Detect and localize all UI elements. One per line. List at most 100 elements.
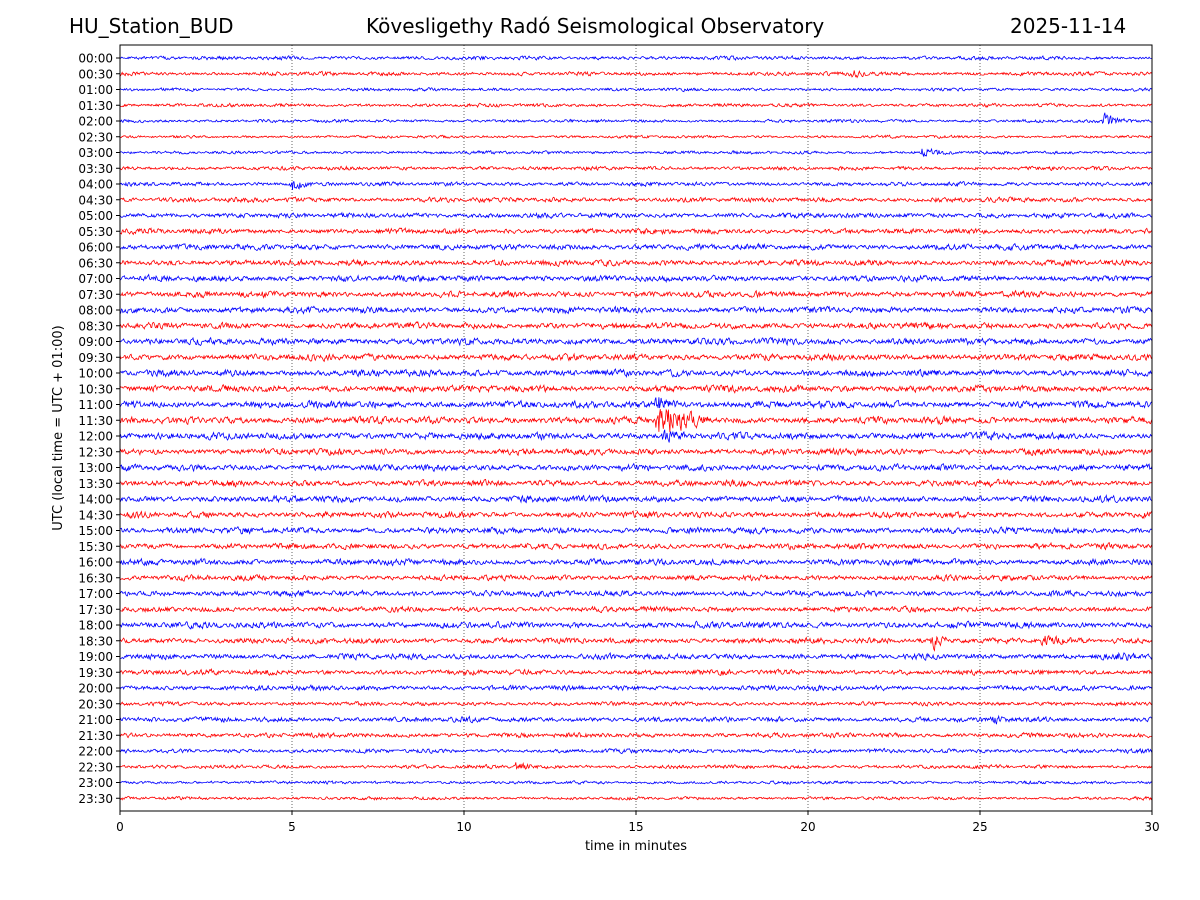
y-tick-label: 14:30 bbox=[78, 508, 113, 522]
y-tick-label: 03:30 bbox=[78, 162, 113, 176]
x-axis-ticks: 0 5 10 15 20 25 30 bbox=[116, 811, 1160, 834]
y-tick-label: 17:00 bbox=[78, 587, 113, 601]
y-tick-label: 16:30 bbox=[78, 571, 113, 585]
trace-row-0600 bbox=[119, 242, 1153, 252]
y-tick-label: 11:00 bbox=[78, 398, 113, 412]
y-tick-label: 20:30 bbox=[78, 697, 113, 711]
y-tick-label: 22:00 bbox=[78, 745, 113, 759]
trace-row-0830 bbox=[119, 320, 1153, 331]
x-tick-label: 30 bbox=[1144, 820, 1159, 834]
seismic-traces bbox=[119, 55, 1153, 801]
y-tick-label: 00:30 bbox=[78, 67, 113, 81]
x-tick-label: 25 bbox=[972, 820, 987, 834]
y-tick-label: 05:00 bbox=[78, 209, 113, 223]
y-tick-label: 08:30 bbox=[78, 319, 113, 333]
trace-row-0130 bbox=[119, 102, 1153, 109]
trace-row-0100 bbox=[119, 87, 1153, 93]
y-tick-label: 15:00 bbox=[78, 524, 113, 538]
y-tick-label: 01:30 bbox=[78, 99, 113, 113]
y-tick-label: 17:30 bbox=[78, 603, 113, 617]
y-tick-label: 11:30 bbox=[78, 414, 113, 428]
y-tick-label: 13:00 bbox=[78, 461, 113, 475]
y-tick-label: 02:30 bbox=[78, 130, 113, 144]
trace-row-0730 bbox=[119, 289, 1153, 299]
trace-row-1900 bbox=[120, 651, 1153, 661]
x-tick-label: 20 bbox=[800, 820, 815, 834]
trace-row-0930 bbox=[119, 352, 1153, 363]
y-tick-label: 15:30 bbox=[78, 540, 113, 554]
y-tick-label: 08:00 bbox=[78, 304, 113, 318]
y-tick-label: 18:00 bbox=[78, 619, 113, 633]
station-label: HU_Station_BUD bbox=[69, 14, 234, 38]
trace-row-1400 bbox=[119, 493, 1153, 504]
y-tick-label: 06:30 bbox=[78, 256, 113, 270]
y-tick-label: 06:00 bbox=[78, 241, 113, 255]
y-tick-label: 12:30 bbox=[78, 445, 113, 459]
trace-row-1500 bbox=[119, 525, 1153, 536]
x-tick-label: 0 bbox=[116, 820, 124, 834]
trace-row-0300 bbox=[119, 147, 1153, 158]
trace-row-1100 bbox=[119, 397, 1153, 410]
y-tick-label: 10:30 bbox=[78, 382, 113, 396]
trace-row-0430 bbox=[119, 196, 1153, 204]
trace-row-1130 bbox=[119, 408, 1153, 433]
trace-row-2130 bbox=[119, 731, 1153, 739]
trace-row-1700 bbox=[119, 589, 1153, 598]
trace-row-2230 bbox=[119, 762, 1153, 770]
y-tick-label: 14:00 bbox=[78, 493, 113, 507]
y-tick-label: 18:30 bbox=[78, 634, 113, 648]
trace-row-2100 bbox=[119, 714, 1153, 725]
trace-row-1300 bbox=[119, 462, 1153, 473]
y-tick-label: 21:00 bbox=[78, 713, 113, 727]
y-tick-label: 09:30 bbox=[78, 351, 113, 365]
trace-row-0800 bbox=[119, 305, 1153, 315]
x-tick-label: 15 bbox=[628, 820, 643, 834]
trace-row-2200 bbox=[119, 747, 1153, 755]
trace-row-1030 bbox=[119, 383, 1153, 394]
y-tick-label: 10:00 bbox=[78, 367, 113, 381]
y-tick-label: 22:30 bbox=[78, 760, 113, 774]
y-tick-label: 07:30 bbox=[78, 288, 113, 302]
trace-row-1630 bbox=[119, 573, 1153, 582]
y-tick-label: 07:00 bbox=[78, 272, 113, 286]
y-tick-label: 16:00 bbox=[78, 556, 113, 570]
trace-row-2300 bbox=[119, 780, 1153, 786]
y-tick-label: 04:30 bbox=[78, 193, 113, 207]
trace-row-1730 bbox=[119, 604, 1153, 614]
x-tick-label: 5 bbox=[288, 820, 296, 834]
trace-row-1930 bbox=[119, 668, 1153, 677]
trace-row-2030 bbox=[119, 700, 1153, 707]
trace-row-1530 bbox=[119, 541, 1153, 551]
grid-lines bbox=[291, 45, 981, 811]
trace-row-1830 bbox=[119, 634, 1153, 652]
trace-row-1800 bbox=[119, 620, 1153, 630]
y-tick-label: 19:30 bbox=[78, 666, 113, 680]
trace-row-1000 bbox=[119, 368, 1153, 378]
trace-row-0400 bbox=[119, 181, 1153, 191]
y-tick-label: 19:00 bbox=[78, 650, 113, 664]
y-tick-label: 12:00 bbox=[78, 430, 113, 444]
y-tick-label: 02:00 bbox=[78, 115, 113, 129]
y-tick-label: 23:00 bbox=[78, 776, 113, 790]
trace-row-0900 bbox=[119, 336, 1153, 347]
trace-row-0700 bbox=[119, 273, 1153, 284]
trace-row-1200 bbox=[119, 429, 1153, 443]
date-label: 2025-11-14 bbox=[1010, 14, 1127, 38]
trace-row-1600 bbox=[119, 557, 1153, 567]
x-tick-label: 10 bbox=[456, 820, 471, 834]
x-axis-label: time in minutes bbox=[585, 839, 687, 854]
trace-row-0230 bbox=[120, 134, 1153, 139]
y-tick-label: 21:30 bbox=[78, 729, 113, 743]
trace-row-0630 bbox=[119, 258, 1153, 268]
trace-row-0530 bbox=[119, 227, 1153, 236]
y-tick-label: 04:00 bbox=[78, 178, 113, 192]
y-tick-label: 00:00 bbox=[78, 52, 113, 66]
y-tick-label: 01:00 bbox=[78, 83, 113, 97]
y-tick-label: 23:30 bbox=[78, 792, 113, 806]
y-tick-label: 03:00 bbox=[78, 146, 113, 160]
trace-row-1330 bbox=[119, 478, 1153, 488]
trace-row-1230 bbox=[119, 447, 1153, 457]
trace-row-0030 bbox=[119, 70, 1153, 79]
